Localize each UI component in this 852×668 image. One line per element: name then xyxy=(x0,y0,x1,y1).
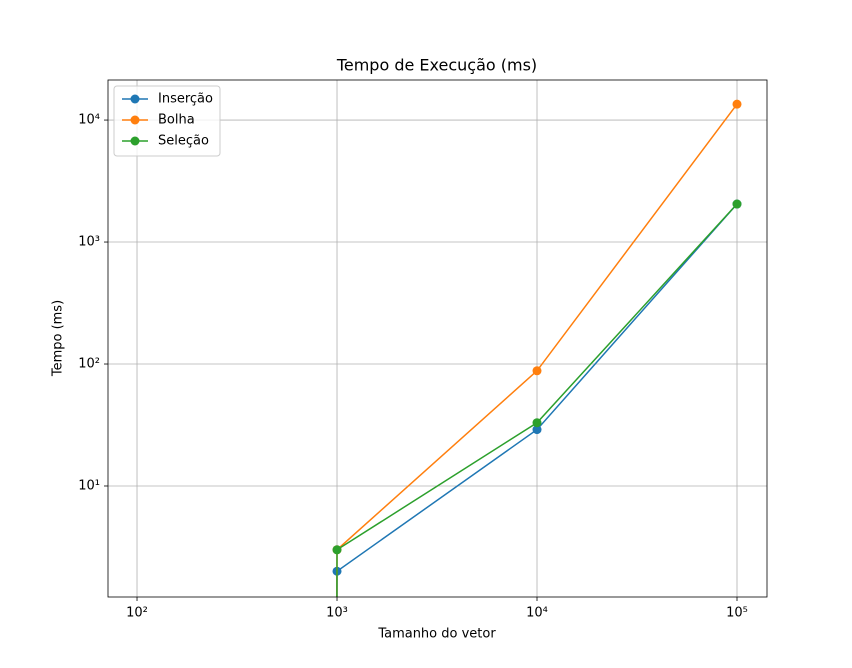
legend-label: Bolha xyxy=(158,113,195,128)
x-tick-label: 10⁴ xyxy=(526,606,548,621)
legend-marker xyxy=(130,94,140,104)
x-tick-label: 10² xyxy=(126,606,148,621)
legend-label: Seleção xyxy=(158,134,209,149)
data-point xyxy=(532,418,542,428)
y-tick-label: 10⁴ xyxy=(78,113,100,128)
series-line xyxy=(336,203,738,597)
data-point xyxy=(732,199,742,209)
plot-area xyxy=(332,99,742,597)
data-point xyxy=(332,545,342,555)
data-point xyxy=(532,366,542,376)
data-point xyxy=(732,99,742,109)
x-axis-label: Tamanho do vetor xyxy=(377,627,496,642)
legend-marker xyxy=(130,115,140,125)
series-line xyxy=(336,203,738,597)
legend-label: Inserção xyxy=(158,92,213,107)
series-line xyxy=(336,103,738,597)
chart-title: Tempo de Execução (ms) xyxy=(336,56,537,75)
y-tick-label: 10³ xyxy=(78,235,100,250)
plot-frame xyxy=(107,79,768,598)
x-tick-label: 10⁵ xyxy=(726,606,748,621)
legend-box xyxy=(113,85,221,157)
data-point xyxy=(532,425,542,435)
y-tick-label: 10² xyxy=(78,357,100,372)
y-tick-label: 10¹ xyxy=(78,478,100,493)
legend-marker xyxy=(130,136,140,146)
y-axis-label: Tempo (ms) xyxy=(51,300,66,377)
x-tick-label: 10³ xyxy=(326,606,348,621)
